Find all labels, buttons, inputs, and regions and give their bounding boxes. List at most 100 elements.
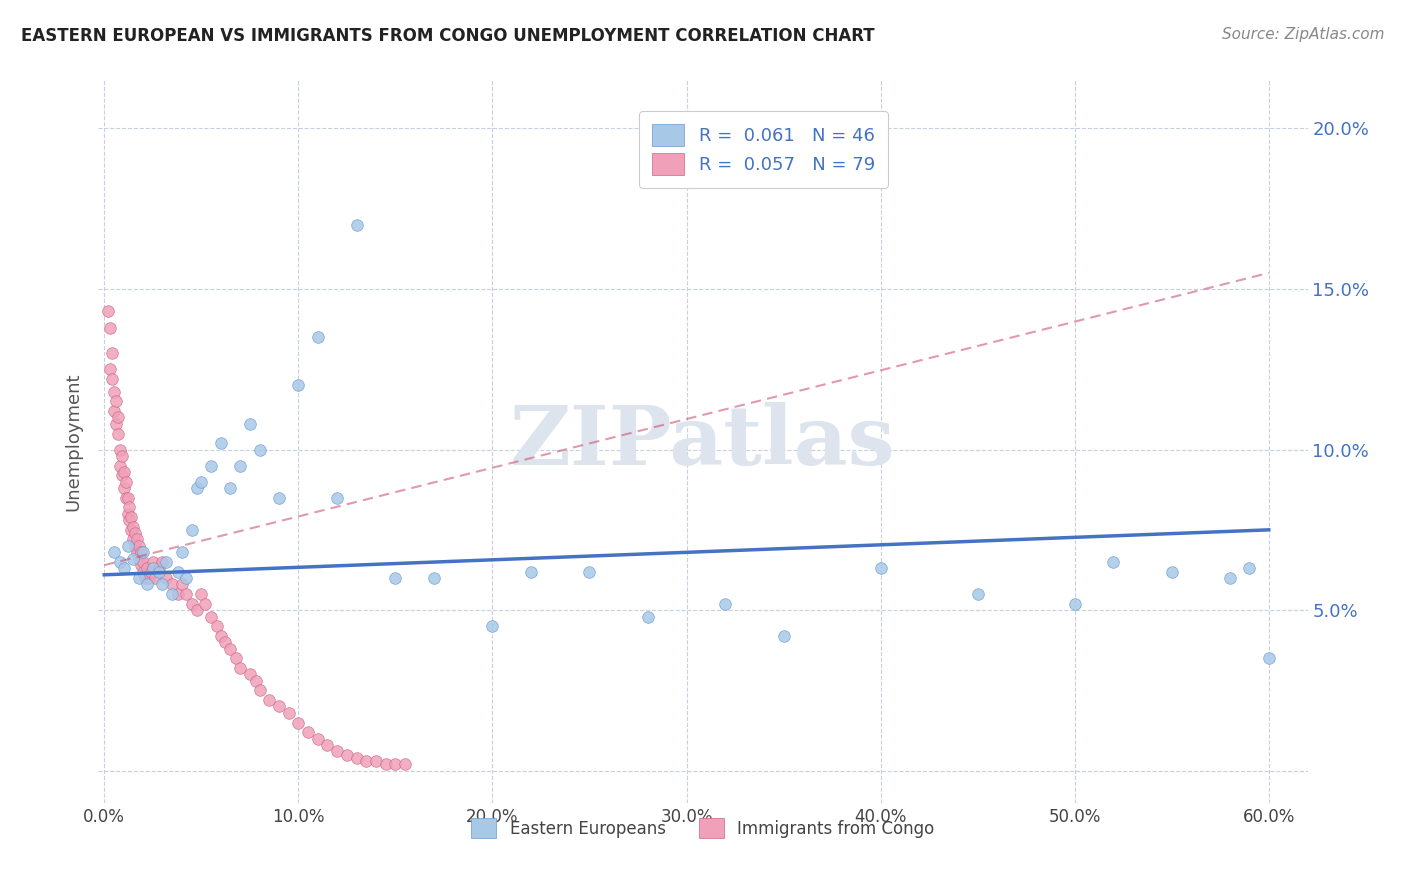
Point bbox=[214, 635, 236, 649]
Point bbox=[1102, 555, 1125, 569]
Point bbox=[129, 558, 152, 573]
Point bbox=[354, 754, 377, 768]
Text: Source: ZipAtlas.com: Source: ZipAtlas.com bbox=[1222, 27, 1385, 42]
Point bbox=[307, 731, 329, 746]
Point bbox=[155, 555, 177, 569]
Point bbox=[326, 491, 349, 505]
Point bbox=[117, 539, 139, 553]
Point bbox=[134, 571, 156, 585]
Point bbox=[219, 481, 242, 495]
Y-axis label: Unemployment: Unemployment bbox=[65, 372, 83, 511]
Point bbox=[107, 426, 129, 441]
Point bbox=[346, 218, 368, 232]
Point bbox=[98, 320, 121, 334]
Point bbox=[1239, 561, 1261, 575]
Point bbox=[107, 410, 129, 425]
Point bbox=[174, 587, 197, 601]
Point bbox=[364, 754, 387, 768]
Point bbox=[267, 491, 290, 505]
Point bbox=[245, 673, 267, 688]
Point bbox=[108, 555, 131, 569]
Point bbox=[124, 539, 146, 553]
Point bbox=[97, 304, 120, 318]
Point bbox=[578, 565, 600, 579]
Point bbox=[108, 458, 131, 473]
Point bbox=[229, 458, 252, 473]
Point bbox=[186, 481, 208, 495]
Point bbox=[481, 619, 503, 633]
Point bbox=[190, 475, 212, 489]
Point bbox=[155, 571, 177, 585]
Point bbox=[297, 725, 319, 739]
Point bbox=[307, 330, 329, 344]
Point bbox=[118, 500, 141, 515]
Point bbox=[190, 587, 212, 601]
Point bbox=[108, 442, 131, 457]
Point bbox=[186, 603, 208, 617]
Point bbox=[384, 571, 406, 585]
Point bbox=[104, 394, 127, 409]
Point bbox=[180, 523, 202, 537]
Point bbox=[209, 436, 232, 450]
Point bbox=[117, 491, 139, 505]
Point bbox=[148, 561, 170, 575]
Point bbox=[714, 597, 737, 611]
Point bbox=[103, 404, 125, 418]
Point bbox=[394, 757, 416, 772]
Point bbox=[200, 458, 222, 473]
Point bbox=[111, 449, 134, 463]
Point bbox=[122, 519, 145, 533]
Point bbox=[139, 565, 162, 579]
Point bbox=[128, 539, 150, 553]
Point bbox=[152, 577, 174, 591]
Point bbox=[374, 757, 396, 772]
Point bbox=[112, 561, 135, 575]
Point bbox=[174, 571, 197, 585]
Point bbox=[112, 481, 135, 495]
Point bbox=[152, 555, 174, 569]
Point bbox=[287, 378, 309, 392]
Point bbox=[167, 565, 190, 579]
Point bbox=[249, 442, 271, 457]
Point bbox=[170, 577, 193, 591]
Point bbox=[114, 491, 136, 505]
Point bbox=[136, 561, 159, 575]
Point bbox=[101, 346, 124, 360]
Point bbox=[520, 565, 543, 579]
Point bbox=[1257, 651, 1279, 665]
Point bbox=[142, 555, 165, 569]
Point bbox=[117, 507, 139, 521]
Point bbox=[239, 667, 262, 681]
Point bbox=[249, 683, 271, 698]
Point bbox=[122, 551, 145, 566]
Point bbox=[98, 362, 121, 376]
Point bbox=[143, 571, 166, 585]
Point bbox=[122, 533, 145, 547]
Point bbox=[136, 577, 159, 591]
Point bbox=[128, 571, 150, 585]
Text: ZIPatlas: ZIPatlas bbox=[510, 401, 896, 482]
Point bbox=[637, 609, 659, 624]
Point bbox=[170, 545, 193, 559]
Point bbox=[111, 468, 134, 483]
Point bbox=[869, 561, 891, 575]
Point bbox=[316, 738, 339, 752]
Point bbox=[101, 372, 124, 386]
Point bbox=[132, 545, 155, 559]
Point bbox=[346, 751, 368, 765]
Point bbox=[1219, 571, 1241, 585]
Point bbox=[120, 523, 142, 537]
Point bbox=[127, 533, 149, 547]
Point bbox=[103, 384, 125, 399]
Point bbox=[167, 587, 190, 601]
Legend: Eastern Europeans, Immigrants from Congo: Eastern Europeans, Immigrants from Congo bbox=[465, 812, 941, 845]
Point bbox=[326, 744, 349, 758]
Point bbox=[200, 609, 222, 624]
Point bbox=[124, 526, 146, 541]
Point bbox=[1063, 597, 1085, 611]
Point bbox=[257, 693, 280, 707]
Point bbox=[129, 545, 152, 559]
Point bbox=[138, 571, 160, 585]
Point bbox=[219, 641, 242, 656]
Point bbox=[127, 545, 149, 559]
